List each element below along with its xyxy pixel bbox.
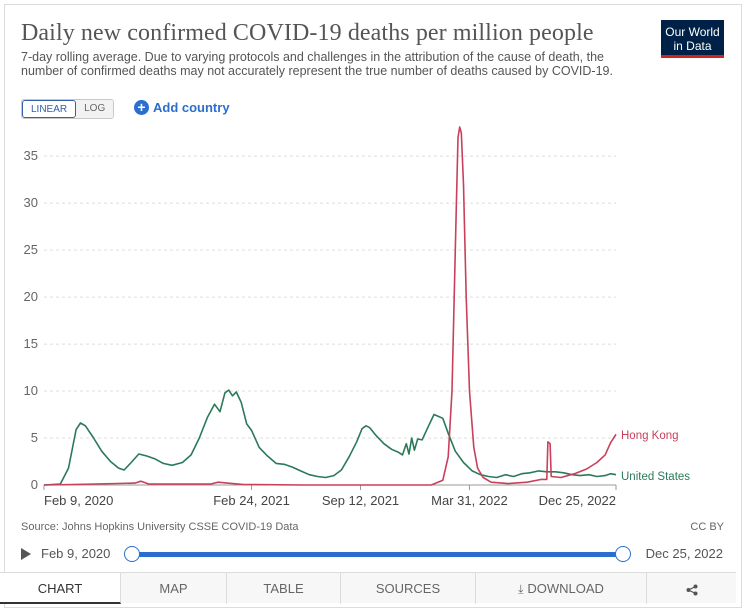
united-states-series-line — [43, 389, 617, 486]
download-icon: ⤓ — [518, 582, 524, 596]
play-icon[interactable] — [21, 548, 31, 560]
y-tick-label: 25 — [24, 242, 38, 257]
y-tick-label: 20 — [24, 289, 38, 304]
y-tick-label: 35 — [24, 148, 38, 163]
tab-table[interactable]: TABLE — [227, 573, 341, 604]
timeline-track[interactable] — [132, 552, 623, 557]
chart-frame — [4, 4, 742, 608]
license-link[interactable]: CC BY — [690, 521, 724, 533]
linear-scale-button[interactable]: LINEAR — [22, 100, 77, 118]
y-tick-label: 15 — [24, 336, 38, 351]
hong-kong-series-line — [43, 126, 617, 486]
x-tick-label: Dec 25, 2022 — [539, 493, 616, 508]
share-icon — [686, 584, 697, 596]
x-tick-label: Sep 12, 2021 — [322, 493, 399, 508]
legend-hong-kong: Hong Kong — [621, 430, 679, 442]
y-tick-label: 10 — [24, 383, 38, 398]
timeline-start-handle[interactable] — [124, 546, 140, 562]
add-country-button[interactable]: + Add country — [134, 100, 230, 115]
timeline-end-handle[interactable] — [615, 546, 631, 562]
logo-line-2: in Data — [673, 39, 712, 53]
timeline-end-date: Dec 25, 2022 — [645, 546, 723, 561]
legend-united-states: United States — [621, 471, 690, 483]
x-tick-label: Mar 31, 2022 — [431, 493, 508, 508]
logo-line-1: Our World — [665, 25, 720, 39]
tab-chart[interactable]: CHART — [0, 573, 121, 604]
line-chart: 0 5 10 15 20 25 30 35 Feb 9, 2020 Feb 24, 2021 Sep… — [24, 126, 690, 508]
chart-subtitle: 7-day rolling average. Due to varying pr… — [21, 50, 613, 78]
tab-map[interactable]: MAP — [121, 573, 227, 604]
y-tick-label: 0 — [31, 477, 38, 492]
timeline: Feb 9, 2020 Dec 25, 2022 — [21, 543, 725, 565]
x-tick-label: Feb 9, 2020 — [44, 493, 113, 508]
page-title: Daily new confirmed COVID-19 deaths per … — [21, 20, 594, 46]
plus-circle-icon: + — [134, 100, 149, 115]
owid-logo[interactable]: Our World in Data — [661, 20, 724, 58]
tab-sources[interactable]: SOURCES — [341, 573, 476, 604]
scale-toggle: LINEAR LOG — [21, 99, 115, 119]
x-tick-label: Feb 24, 2021 — [213, 493, 290, 508]
add-country-label: Add country — [153, 100, 230, 115]
share-button[interactable] — [647, 573, 736, 604]
log-scale-button[interactable]: LOG — [76, 100, 114, 118]
y-tick-label: 30 — [24, 195, 38, 210]
tab-bar: CHART MAP TABLE SOURCES ⤓ DOWNLOAD — [0, 572, 736, 604]
source-note[interactable]: Source: Johns Hopkins University CSSE CO… — [21, 521, 299, 533]
tab-download[interactable]: ⤓ DOWNLOAD — [476, 573, 647, 604]
tab-download-label: DOWNLOAD — [527, 581, 604, 596]
timeline-start-date: Feb 9, 2020 — [41, 546, 111, 561]
y-tick-label: 5 — [31, 430, 38, 445]
